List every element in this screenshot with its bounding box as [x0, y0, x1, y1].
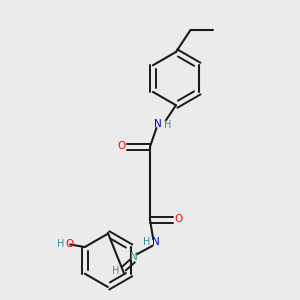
Text: H: H	[164, 120, 172, 130]
Text: H: H	[57, 239, 65, 249]
Text: O: O	[117, 141, 126, 151]
Text: O: O	[174, 214, 183, 224]
Text: H: H	[143, 236, 150, 247]
Text: N: N	[154, 119, 162, 129]
Text: O: O	[65, 239, 74, 249]
Text: N: N	[152, 236, 160, 247]
Text: H: H	[112, 266, 120, 276]
Text: N: N	[130, 252, 138, 262]
